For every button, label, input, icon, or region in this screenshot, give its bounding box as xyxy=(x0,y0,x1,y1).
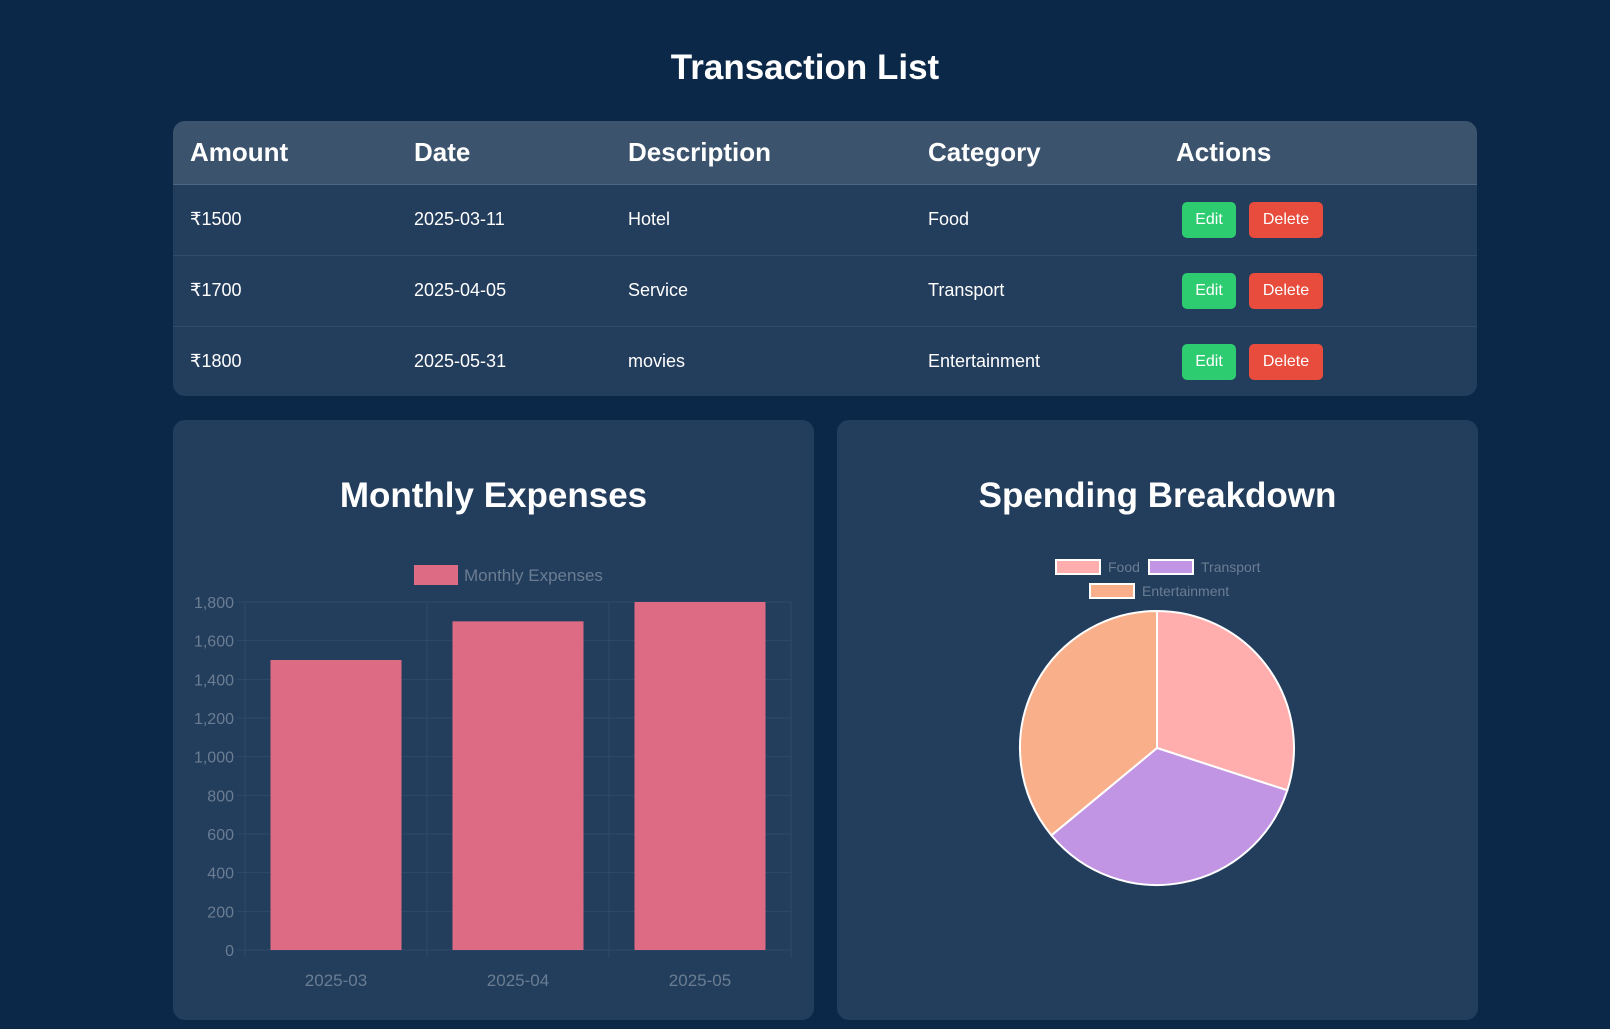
legend-label-monthly-expenses: Monthly Expenses xyxy=(464,566,603,585)
edit-button[interactable]: Edit xyxy=(1182,201,1236,238)
bar-2025-05 xyxy=(634,602,766,950)
spending-breakdown-card: Spending Breakdown Food Transport Entertai… xyxy=(837,420,1478,1020)
x-tick-label: 2025-05 xyxy=(669,971,731,990)
actions-cell: Edit Delete xyxy=(1159,255,1477,327)
pie-legend: Food Transport Entertainment xyxy=(1055,559,1261,599)
table-row: ₹1700 2025-04-05 Service Transport Edit D… xyxy=(173,255,1477,327)
delete-button[interactable]: Delete xyxy=(1249,343,1323,380)
pie-slice-entertainment xyxy=(1019,609,1158,837)
legend-label-entertainment: Entertainment xyxy=(1142,583,1229,599)
category-cell: Transport xyxy=(911,255,1159,327)
page-title: Transaction List xyxy=(670,48,940,87)
x-tick-label: 2025-03 xyxy=(305,971,367,990)
legend-label-transport: Transport xyxy=(1201,559,1261,575)
monthly-expenses-card: Monthly Expenses Monthly Expenses 0 200 400… xyxy=(173,420,814,1020)
x-tick-label: 2025-04 xyxy=(487,971,549,990)
legend-label-food: Food xyxy=(1108,559,1140,575)
date-cell: 2025-05-31 xyxy=(414,351,507,371)
table-row: ₹1500 2025-03-11 Hotel Food Edit Delete xyxy=(173,184,1477,256)
legend-swatch-monthly-expenses xyxy=(414,565,458,585)
monthly-expenses-chart: Monthly Expenses 0 200 400 600 800 1,000 1,200 1… xyxy=(194,565,792,990)
description-cell: Service xyxy=(611,255,911,327)
y-tick-label: 1,800 xyxy=(194,595,234,612)
legend-swatch-entertainment xyxy=(1089,583,1135,599)
category-cell: Food xyxy=(911,184,1159,256)
delete-button[interactable]: Delete xyxy=(1249,201,1323,238)
legend-swatch-transport xyxy=(1148,559,1194,575)
spending-breakdown-chart: Food Transport Entertainment xyxy=(1019,559,1295,886)
actions-cell: Edit Delete xyxy=(1159,326,1477,396)
pie-slice-food xyxy=(1156,609,1295,792)
transaction-table-card: Amount Date Description Category Actions… xyxy=(173,121,1477,396)
description-cell: movies xyxy=(628,351,686,371)
actions-cell: Edit Delete xyxy=(1159,184,1477,256)
edit-button[interactable]: Edit xyxy=(1182,343,1236,380)
legend-swatch-food xyxy=(1055,559,1101,575)
date-cell: 2025-03-11 xyxy=(397,184,611,256)
y-tick-label: 0 xyxy=(225,943,234,960)
y-tick-label: 1,600 xyxy=(194,634,234,651)
y-tick-label: 600 xyxy=(207,827,234,844)
y-tick-label: 800 xyxy=(207,788,234,805)
date-cell: 2025-04-05 xyxy=(397,255,611,327)
y-tick-label: 1,200 xyxy=(194,711,234,728)
spending-breakdown-title: Spending Breakdown xyxy=(978,476,1337,515)
y-tick-label: 1,000 xyxy=(194,750,234,767)
amount-cell: ₹1800 xyxy=(190,351,242,371)
delete-button[interactable]: Delete xyxy=(1249,272,1323,309)
amount-cell: ₹1500 xyxy=(173,184,397,256)
column-header-description: Description xyxy=(611,121,911,185)
monthly-expenses-title: Monthly Expenses xyxy=(339,476,648,515)
y-tick-label: 400 xyxy=(207,866,234,883)
category-cell: Entertainment xyxy=(928,351,1041,371)
table-header-row: Amount Date Description Category Actions xyxy=(173,121,1477,185)
amount-cell: ₹1700 xyxy=(173,255,397,327)
bar-legend: Monthly Expenses xyxy=(414,565,603,585)
column-header-actions: Actions xyxy=(1159,121,1477,185)
pie-slice-transport xyxy=(1050,746,1289,886)
column-header-category: Category xyxy=(911,121,1159,185)
edit-button[interactable]: Edit xyxy=(1182,272,1236,309)
transaction-table: Amount Date Description Category Actions… xyxy=(173,121,1477,396)
column-header-amount: Amount xyxy=(173,121,397,185)
bar-2025-04 xyxy=(452,621,584,950)
y-tick-label: 200 xyxy=(207,904,234,921)
bar-2025-03 xyxy=(270,660,402,950)
table-row: ₹1800 2025-05-31 movies Entertainment Ed… xyxy=(173,326,1477,396)
description-cell: Hotel xyxy=(611,184,911,256)
column-header-date: Date xyxy=(397,121,611,185)
y-tick-label: 1,400 xyxy=(194,672,234,689)
